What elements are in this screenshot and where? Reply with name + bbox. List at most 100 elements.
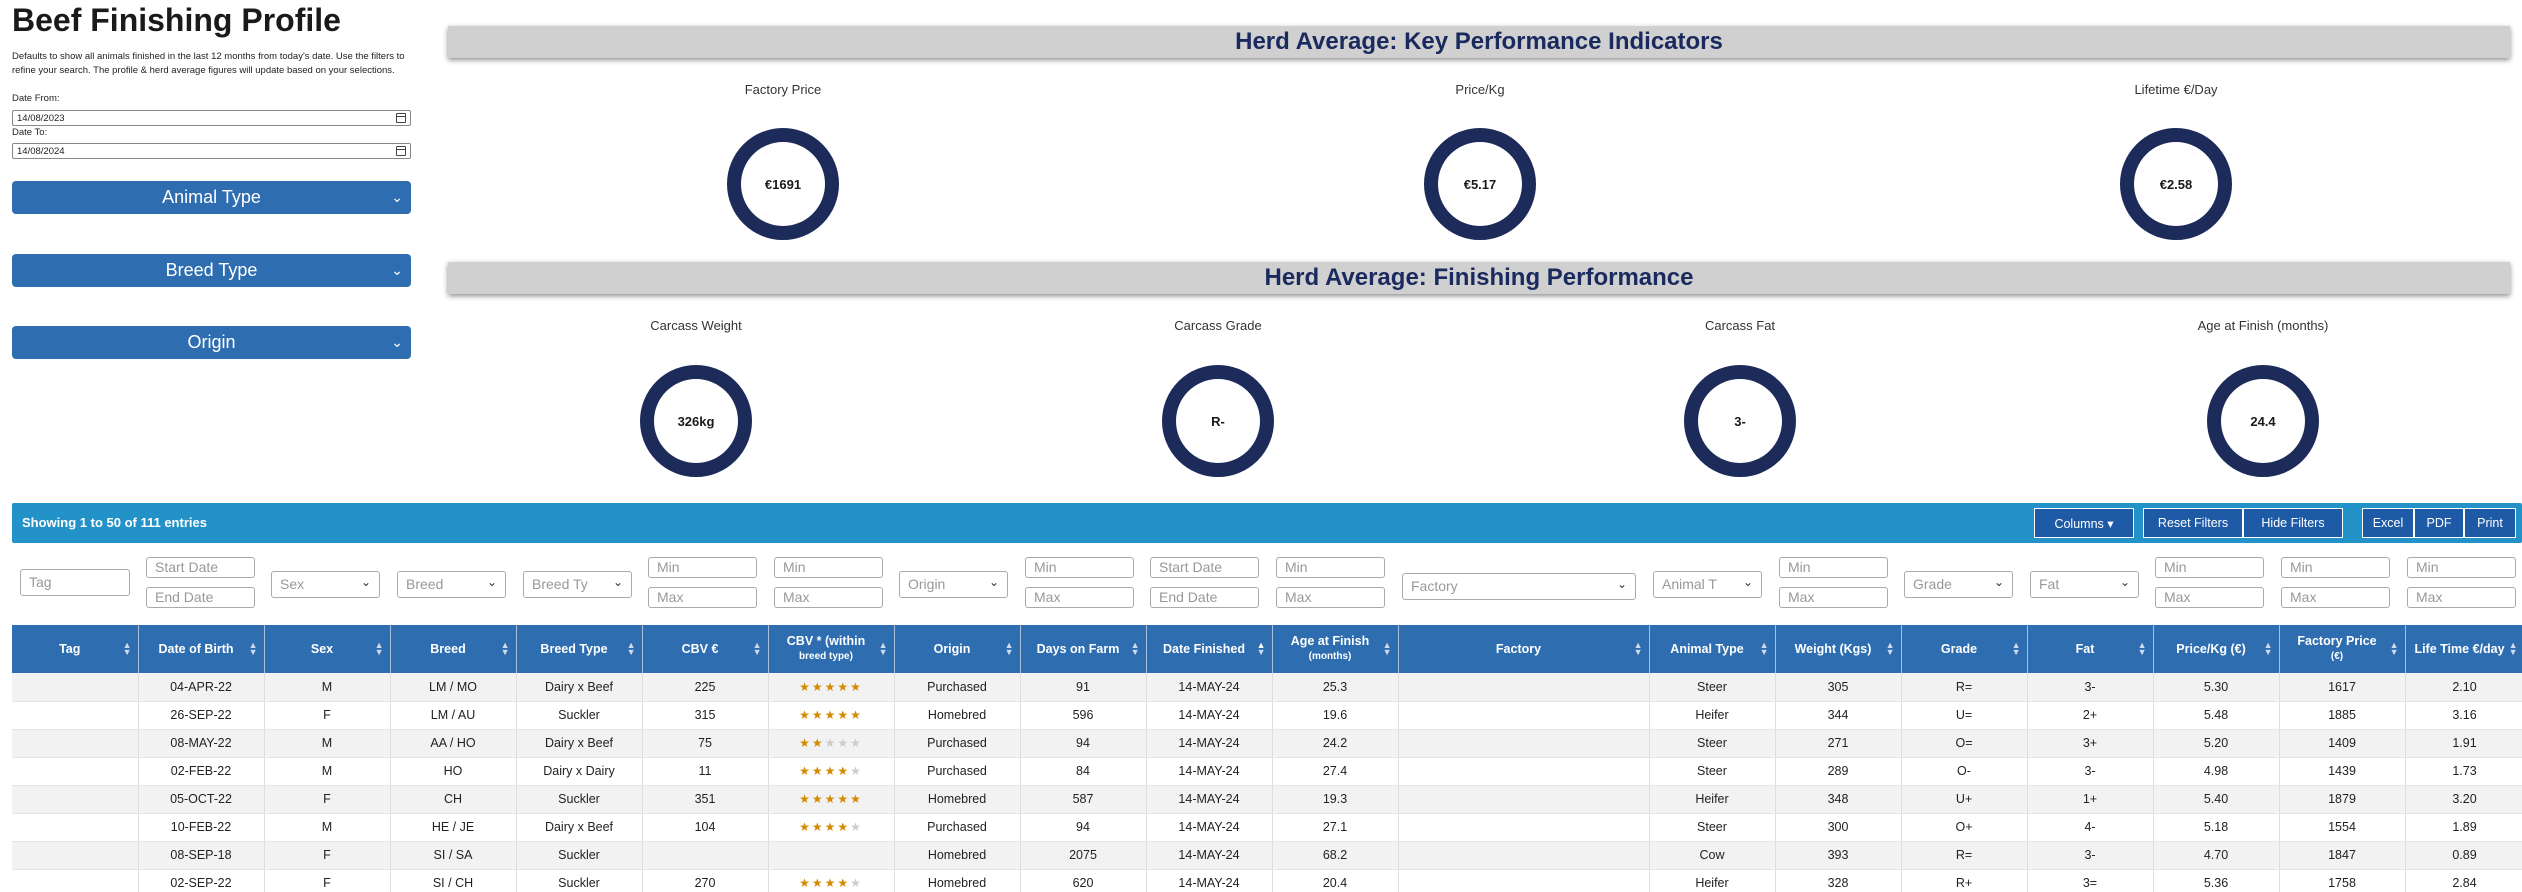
fat-filter-select[interactable]: Fat ⌄ [2030,571,2139,598]
star-rating-icon: ★★★★★ [799,876,863,890]
dob-end-date-input[interactable]: End Date [146,587,255,608]
breed-cell: SI / SA [390,841,517,870]
finishing-label: Carcass Fat [1704,318,1776,333]
column-header-label: Breed [430,642,466,656]
finishing-value: 24.4 [2250,413,2276,429]
table-row[interactable]: 10-FEB-22 M HE / JE Dairy x Beef 104 ★★★★★ Pur… [12,813,2522,842]
fat-cell: 4- [2027,813,2154,842]
table-row[interactable]: 08-MAY-22 M AA / HO Dairy x Beef 75 ★★★★★ Purc… [12,729,2522,758]
column-header[interactable]: Sex ▲ ▼ [264,625,391,673]
price-kg-min-input[interactable]: Min [2155,557,2264,578]
chevron-down-icon: ⌄ [360,575,371,589]
sex-filter-select[interactable]: Sex ⌄ [271,571,380,598]
date-from-input[interactable]: 14/08/2023 [12,110,411,126]
price-kg-max-input[interactable]: Max [2155,587,2264,608]
tag-filter-input[interactable]: Tag [20,569,130,596]
date-from-value: 14/08/2023 [17,113,65,124]
column-header[interactable]: CBV * (within breed type) ▲ ▼ [768,625,895,673]
column-header[interactable]: Days on Farm ▲ ▼ [1020,625,1147,673]
weight-min-input[interactable]: Min [1779,557,1888,578]
pdf-button[interactable]: PDF [2414,508,2464,538]
table-row[interactable]: 02-FEB-22 M HO Dairy x Dairy 11 ★★★★★ Purchase… [12,757,2522,786]
cbv-stars-min-input[interactable]: Min [774,557,883,578]
sex-cell: M [264,729,391,758]
chevron-down-icon: ⌄ [2119,575,2130,589]
column-header[interactable]: Animal Type ▲ ▼ [1649,625,1776,673]
days-cell: 596 [1020,701,1147,730]
column-header[interactable]: Age at Finish (months) ▲ ▼ [1272,625,1399,673]
animal-type-cell: Steer [1649,729,1776,758]
sort-icon: ▲ ▼ [2263,640,2273,657]
column-header[interactable]: Weight (Kgs) ▲ ▼ [1775,625,1902,673]
animal-type-filter-select[interactable]: Animal T ⌄ [1653,571,1762,598]
sort-icon: ▲ ▼ [1759,640,1769,657]
column-header[interactable]: Date Finished ▲ ▼ [1146,625,1273,673]
column-header-label: Animal Type [1670,642,1744,656]
animal-type-dropdown[interactable]: Animal Type ⌄ [12,181,411,214]
column-header[interactable]: Price/Kg (€) ▲ ▼ [2153,625,2280,673]
column-header[interactable]: Breed ▲ ▼ [390,625,517,673]
cbv-stars-cell [768,841,895,870]
age-max-input[interactable]: Max [1276,587,1385,608]
calendar-icon[interactable] [396,113,406,123]
breed-type-filter-select[interactable]: Breed Ty ⌄ [523,571,632,598]
finishing-gauge: 24.4 [2207,365,2319,477]
finished-start-date-input[interactable]: Start Date [1150,557,1259,578]
cbv-max-input[interactable]: Max [648,587,757,608]
cbv-stars-max-input[interactable]: Max [774,587,883,608]
factory-price-min-input[interactable]: Min [2281,557,2390,578]
table-row[interactable]: 26-SEP-22 F LM / AU Suckler 315 ★★★★★ Homebred… [12,701,2522,730]
table-row[interactable]: 08-SEP-18 F SI / SA Suckler Homebred 2075 14-M… [12,841,2522,870]
days-min-input[interactable]: Min [1025,557,1134,578]
table-row[interactable]: 02-SEP-22 F SI / CH Suckler 270 ★★★★★ Homebred… [12,869,2522,892]
dob-start-date-input[interactable]: Start Date [146,557,255,578]
cbv-cell: 270 [642,869,769,892]
column-header[interactable]: Life Time €/day ▲ ▼ [2405,625,2522,673]
column-header[interactable]: Factory Price (€) ▲ ▼ [2279,625,2406,673]
price-kg-cell: 4.70 [2153,841,2280,870]
animal-type-cell: Steer [1649,757,1776,786]
breed-type-dropdown[interactable]: Breed Type ⌄ [12,254,411,287]
column-header[interactable]: CBV € ▲ ▼ [642,625,769,673]
chevron-down-icon: ⌄ [612,575,623,589]
calendar-icon[interactable] [396,146,406,156]
cbv-cell: 75 [642,729,769,758]
finished-end-date-input[interactable]: End Date [1150,587,1259,608]
origin-dropdown[interactable]: Origin ⌄ [12,326,411,359]
column-header[interactable]: Fat ▲ ▼ [2027,625,2154,673]
factory-price-cell: 1554 [2279,813,2406,842]
age-min-input[interactable]: Min [1276,557,1385,578]
print-button[interactable]: Print [2464,508,2516,538]
cbv-cell: 11 [642,757,769,786]
lifetime-min-input[interactable]: Min [2407,557,2516,578]
cbv-stars-cell: ★★★★★ [768,785,895,814]
table-row[interactable]: 05-OCT-22 F CH Suckler 351 ★★★★★ Homebred 587 14… [12,785,2522,814]
column-header[interactable]: Breed Type ▲ ▼ [516,625,643,673]
lifetime-max-input[interactable]: Max [2407,587,2516,608]
origin-filter-select[interactable]: Origin ⌄ [899,571,1008,598]
excel-button[interactable]: Excel [2362,508,2414,538]
table-row[interactable]: 04-APR-22 M LM / MO Dairy x Beef 225 ★★★★★ Pur… [12,673,2522,702]
column-header[interactable]: Tag ▲ ▼ [12,625,139,673]
column-header-label: CBV * (within [786,634,866,648]
columns-button[interactable]: Columns ▾ [2034,508,2134,538]
price-kg-cell: 5.20 [2153,729,2280,758]
column-header[interactable]: Origin ▲ ▼ [894,625,1021,673]
cbv-min-input[interactable]: Min [648,557,757,578]
column-header[interactable]: Factory ▲ ▼ [1398,625,1650,673]
factory-price-max-input[interactable]: Max [2281,587,2390,608]
breed-filter-select[interactable]: Breed ⌄ [397,571,506,598]
hide-filters-button[interactable]: Hide Filters [2243,508,2343,538]
column-header-label: Age at Finish [1290,634,1370,648]
reset-filters-button[interactable]: Reset Filters [2143,508,2243,538]
grade-filter-select[interactable]: Grade ⌄ [1904,571,2013,598]
kpi-label: Price/Kg [1455,82,1505,97]
column-header[interactable]: Date of Birth ▲ ▼ [138,625,265,673]
date-to-input[interactable]: 14/08/2024 [12,143,411,159]
days-max-input[interactable]: Max [1025,587,1134,608]
finishing-label: Age at Finish (months) [2197,318,2329,333]
animal-type-label: Animal Type [162,187,261,207]
weight-max-input[interactable]: Max [1779,587,1888,608]
column-header[interactable]: Grade ▲ ▼ [1901,625,2028,673]
factory-filter-select[interactable]: Factory ⌄ [1402,573,1636,600]
